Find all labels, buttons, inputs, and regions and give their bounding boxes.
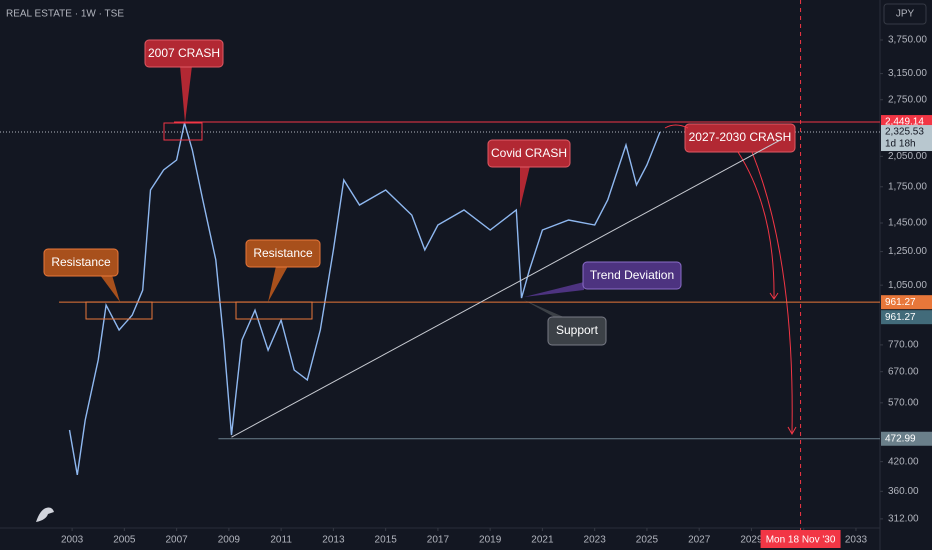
y-tick-label: 2,750.00 <box>888 94 927 105</box>
callout[interactable] <box>684 123 796 153</box>
arrow <box>737 151 775 299</box>
x-tick-label: 2017 <box>427 535 450 546</box>
callout-pointer <box>100 275 120 302</box>
arrow-head <box>787 426 797 436</box>
date-label: Mon 18 Nov '30 <box>766 535 836 546</box>
level-price-box <box>881 431 932 446</box>
last-price-box <box>881 125 932 152</box>
y-tick-label: 3,150.00 <box>888 68 927 79</box>
annotation: 2007 CRASH <box>148 46 220 60</box>
y-tick-label: 2,050.00 <box>888 151 927 162</box>
x-tick-label: 2023 <box>584 535 607 546</box>
x-tick-label: 2025 <box>636 535 659 546</box>
y-tick-label: 3,750.00 <box>888 35 927 46</box>
y-tick-label: 1,750.00 <box>888 181 927 192</box>
currency-box[interactable] <box>883 3 927 25</box>
y-tick-label: 1,050.00 <box>888 280 927 291</box>
annotation: Covid CRASH <box>491 146 567 160</box>
date-label-box <box>760 530 841 548</box>
level-price-label: 961.27 <box>885 297 916 308</box>
y-tick-label: 312.00 <box>888 514 919 525</box>
annotation: Resistance <box>253 246 313 260</box>
annotation: Support <box>556 323 599 337</box>
callout[interactable] <box>487 139 571 168</box>
countdown: 1d 18h <box>885 139 916 150</box>
x-tick-label: 2033 <box>845 535 868 546</box>
y-tick-label: 570.00 <box>888 397 919 408</box>
callout-pointer <box>524 282 584 297</box>
symbol: REAL ESTATE · 1W · TSE <box>6 9 124 20</box>
x-tick-label: 2021 <box>531 535 554 546</box>
currency[interactable]: JPY <box>896 9 915 20</box>
level-price-label: 2,449.14 <box>885 117 924 128</box>
logo <box>36 507 54 522</box>
average-price-box <box>881 310 932 325</box>
x-tick-label: 2011 <box>270 535 292 546</box>
level-price-box <box>881 295 932 310</box>
callout[interactable] <box>582 261 682 290</box>
arrow-head <box>769 292 779 300</box>
y-tick-label: 1,450.00 <box>888 218 927 229</box>
y-tick-label: 770.00 <box>888 340 919 351</box>
arrow <box>751 151 793 434</box>
x-tick-label: 2009 <box>218 535 241 546</box>
callout[interactable] <box>245 239 321 268</box>
callout-pointer <box>268 266 288 302</box>
x-tick-label: 2029 <box>740 535 763 546</box>
peak-box <box>163 122 203 141</box>
annotation: 2027-2030 CRASH <box>689 130 792 144</box>
x-tick-label: 2003 <box>61 535 84 546</box>
arrow <box>664 124 689 129</box>
y-tick-label: 360.00 <box>888 486 919 497</box>
annotation: Trend Deviation <box>590 268 674 282</box>
price-line <box>68 122 661 476</box>
average-price-label: 961.27 <box>885 312 916 323</box>
callout[interactable] <box>43 248 119 277</box>
y-tick-label: 670.00 <box>888 366 919 377</box>
annotation: Resistance <box>51 255 111 269</box>
callout-pointer <box>520 166 530 208</box>
y-tick-label: 1,250.00 <box>888 246 927 257</box>
callout-pointer <box>180 66 192 123</box>
y-tick-label: 420.00 <box>888 456 919 467</box>
x-tick-label: 2013 <box>322 535 345 546</box>
level-price-label: 472.99 <box>885 433 916 444</box>
callout-pointer <box>524 300 566 318</box>
x-tick-label: 2015 <box>375 535 398 546</box>
callout[interactable] <box>144 39 224 68</box>
x-tick-label: 2005 <box>113 535 136 546</box>
x-tick-label: 2019 <box>479 535 502 546</box>
x-tick-label: 2027 <box>688 535 711 546</box>
x-tick-label: 2007 <box>166 535 189 546</box>
trend-line <box>231 139 781 438</box>
last-price-label: 2,325.53 <box>885 127 924 138</box>
callout[interactable] <box>547 316 607 346</box>
